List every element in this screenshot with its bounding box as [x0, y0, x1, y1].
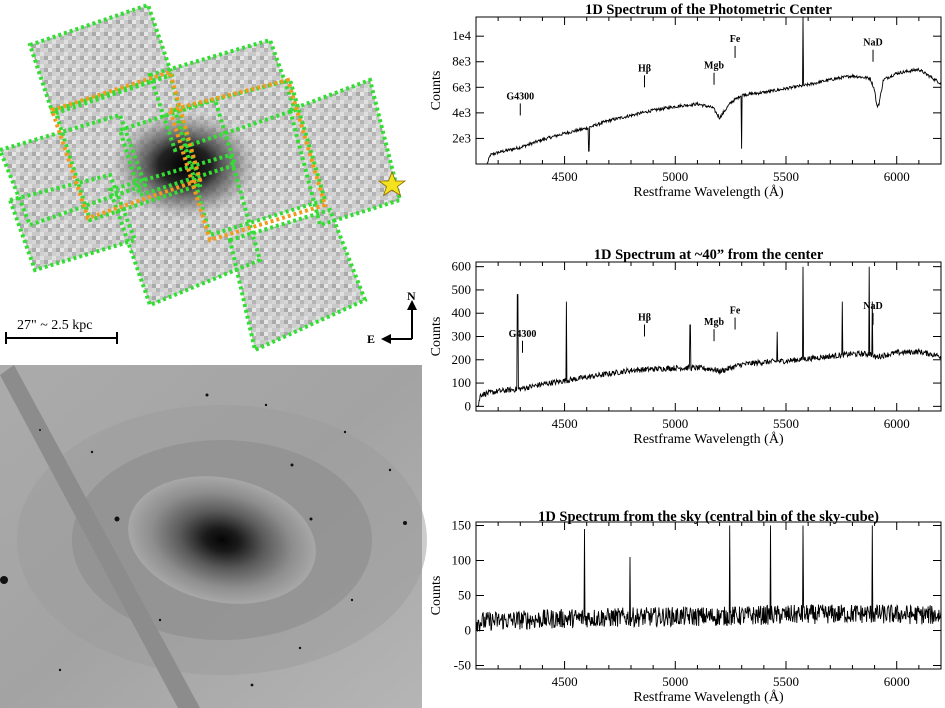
- scale-bar: 27" ~ 2.5 kpc: [5, 318, 118, 344]
- x-minor-ticks: [475, 17, 942, 164]
- x-tick-label: 5000: [662, 674, 688, 689]
- optical-image-panel: [0, 365, 427, 708]
- compass-east-label: E: [367, 332, 375, 346]
- x-tick-label: 5500: [773, 674, 799, 689]
- chart-title: 1D Spectrum of the Photometric Center: [585, 2, 832, 18]
- galaxy-image: [128, 476, 316, 604]
- line-label: Mgb: [704, 317, 724, 328]
- y-tick-label: 500: [452, 282, 472, 297]
- x-tick-label: 5000: [662, 169, 688, 184]
- plot-frame: [475, 261, 942, 412]
- x-tick-label: 5000: [662, 416, 688, 431]
- field-stars: [0, 393, 407, 687]
- spectrum-panel-40arcsec: 1D Spectrum at ~40” from the center 4500 5…: [429, 247, 942, 447]
- y-tick-label: 1e4: [452, 28, 471, 43]
- y-tick-label: -50: [454, 658, 471, 673]
- x-minor-ticks: [475, 522, 942, 669]
- y-tick-label: 600: [452, 259, 472, 274]
- ifu-pointings-map: [0, 2, 407, 353]
- y-tick-label: 300: [452, 329, 472, 344]
- ccd-gap-stripe: [0, 365, 200, 708]
- y-tick-label: 200: [452, 352, 472, 367]
- y-tick-label: 100: [452, 375, 472, 390]
- x-axis-label: Restframe Wavelength (Å): [633, 689, 784, 705]
- line-label: Hβ: [638, 63, 651, 74]
- y-tick-label: 4e3: [452, 105, 471, 120]
- scale-bar-label: 27" ~ 2.5 kpc: [17, 318, 93, 333]
- plot-frame: [475, 16, 942, 165]
- y-tick-label: 0: [465, 398, 472, 413]
- x-tick-label: 5500: [773, 416, 799, 431]
- y-axis-label: Counts: [429, 317, 444, 357]
- y-axis-label: Counts: [429, 576, 444, 616]
- x-tick-label: 4500: [552, 169, 578, 184]
- y-tick-label: 0: [465, 623, 472, 638]
- chart-title: 1D Spectrum from the sky (central bin of…: [538, 509, 879, 525]
- line-label: NaD: [863, 38, 882, 49]
- spectrum-line: [476, 266, 942, 407]
- spectrum-panel-center: 1D Spectrum of the Photometric Center 450…: [429, 2, 942, 200]
- x-tick-label: 6000: [884, 674, 910, 689]
- y-tick-label: 100: [452, 553, 472, 568]
- y-axis-label: Counts: [429, 71, 444, 111]
- spectrum-line: [476, 16, 942, 165]
- x-tick-label: 5500: [773, 169, 799, 184]
- line-label: Mgb: [704, 61, 724, 72]
- line-label: NaD: [863, 301, 882, 312]
- x-axis-label: Restframe Wavelength (Å): [633, 184, 784, 200]
- star-icon: [377, 170, 407, 197]
- y-tick-label: 2e3: [452, 130, 471, 145]
- plot-frame: [475, 521, 942, 670]
- ifu-mosaic-panel: 27" ~ 2.5 kpc N E: [0, 2, 417, 353]
- x-tick-label: 6000: [884, 169, 910, 184]
- line-label: G4300: [506, 91, 534, 102]
- chart-title: 1D Spectrum at ~40” from the center: [594, 247, 824, 263]
- x-minor-ticks: [475, 262, 942, 411]
- compass-north-label: N: [407, 289, 416, 303]
- line-label: Hβ: [638, 313, 651, 324]
- x-tick-label: 4500: [552, 416, 578, 431]
- y-tick-label: 8e3: [452, 54, 471, 69]
- spectrum-line: [475, 525, 942, 632]
- line-label: G4300: [509, 329, 537, 340]
- spectrum-panel-sky: 1D Spectrum from the sky (central bin of…: [429, 509, 942, 705]
- line-label: Fe: [730, 306, 741, 317]
- x-axis-label: Restframe Wavelength (Å): [633, 431, 784, 447]
- y-tick-label: 6e3: [452, 79, 471, 94]
- pointing-outlines-orange: [49, 69, 328, 243]
- x-tick-label: 6000: [884, 416, 910, 431]
- compass: N E: [367, 289, 417, 346]
- y-tick-label: 50: [458, 588, 471, 603]
- line-label: Fe: [730, 34, 741, 45]
- x-tick-label: 4500: [552, 674, 578, 689]
- y-tick-label: 400: [452, 305, 472, 320]
- y-tick-label: 150: [452, 518, 472, 533]
